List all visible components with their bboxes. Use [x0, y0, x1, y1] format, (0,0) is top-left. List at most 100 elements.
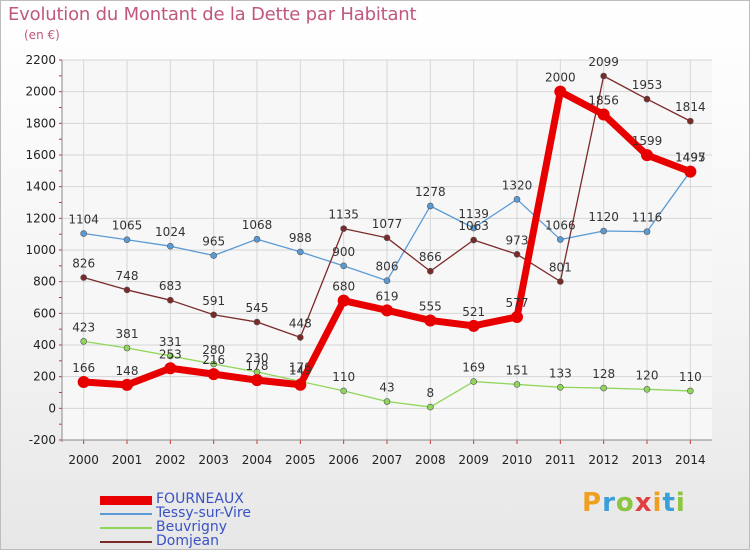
data-label: 1063 — [458, 219, 489, 233]
data-label: 120 — [636, 368, 659, 382]
data-label: 43 — [379, 381, 394, 395]
data-point — [600, 72, 607, 80]
data-label: 280 — [202, 343, 225, 357]
data-point — [340, 387, 347, 395]
data-point — [167, 352, 174, 360]
data-point — [643, 95, 651, 103]
data-label: 1116 — [632, 211, 663, 225]
data-label: 801 — [549, 261, 572, 275]
data-label: 619 — [376, 289, 399, 303]
data-label: 521 — [462, 305, 485, 319]
data-point — [167, 242, 174, 250]
proxiti-logo: Proxiti — [582, 488, 686, 518]
data-label: 2000 — [545, 71, 576, 85]
x-tick-label: 2013 — [632, 453, 663, 467]
data-label: 128 — [592, 367, 615, 381]
y-tick-label: 0 — [48, 401, 56, 415]
data-label: 806 — [376, 260, 399, 274]
x-tick-label: 2008 — [415, 453, 446, 467]
y-tick-label: 1000 — [25, 243, 56, 257]
y-tick-label: 1200 — [25, 211, 56, 225]
data-label: 1068 — [242, 218, 273, 232]
data-label: 545 — [246, 301, 269, 315]
data-point — [210, 252, 217, 259]
legend-item: FOURNEAUX — [100, 491, 380, 507]
data-label: 1278 — [415, 185, 446, 199]
data-point — [383, 234, 391, 242]
data-point — [641, 149, 653, 162]
data-label: 381 — [116, 327, 139, 341]
x-tick-label: 2007 — [372, 453, 403, 467]
data-point — [513, 381, 521, 388]
data-label: 1495 — [675, 151, 706, 165]
y-tick-label: 2000 — [25, 85, 56, 99]
data-point — [687, 387, 694, 395]
data-point — [557, 236, 564, 243]
y-tick-label: 2200 — [25, 53, 56, 67]
data-label: 1856 — [588, 93, 619, 107]
data-label: 166 — [72, 361, 95, 375]
data-point — [470, 224, 477, 232]
data-point — [121, 378, 133, 391]
data-point — [167, 296, 174, 304]
data-point — [513, 250, 521, 258]
data-point — [684, 165, 697, 178]
data-point — [294, 378, 307, 391]
x-tick-label: 2003 — [198, 453, 229, 467]
data-label: 1135 — [328, 208, 359, 222]
data-label: 555 — [419, 299, 442, 313]
data-label: 1065 — [112, 219, 143, 233]
data-point — [687, 117, 694, 125]
data-point — [554, 85, 567, 98]
data-label: 230 — [246, 351, 269, 365]
data-point — [511, 310, 523, 323]
data-label: 331 — [159, 335, 182, 349]
data-label: 826 — [72, 257, 95, 271]
data-point — [123, 286, 131, 294]
data-point — [297, 248, 304, 256]
data-point — [470, 378, 477, 385]
y-tick-label: 200 — [33, 370, 56, 384]
data-point — [251, 374, 263, 387]
y-tick-label: 600 — [33, 306, 56, 320]
data-label: 133 — [549, 366, 572, 380]
data-point — [253, 318, 261, 326]
data-label: 680 — [332, 280, 355, 294]
data-label: 866 — [419, 250, 442, 264]
data-point — [597, 108, 610, 121]
data-label: 1066 — [545, 219, 576, 233]
data-label: 1814 — [675, 100, 706, 114]
legend-label: Beuvrigny — [156, 519, 228, 535]
x-tick-label: 2001 — [112, 453, 143, 467]
data-point — [210, 360, 217, 368]
data-point — [427, 202, 434, 210]
data-point — [427, 403, 434, 411]
data-label: 149 — [289, 364, 312, 378]
x-tick-label: 2002 — [155, 453, 186, 467]
chart-title: Evolution du Montant de la Dette par Hab… — [8, 4, 417, 25]
data-label: 1120 — [588, 210, 619, 224]
data-label: 900 — [332, 245, 355, 259]
data-point — [253, 235, 261, 243]
data-point — [470, 236, 477, 244]
data-label: 1139 — [458, 207, 489, 221]
y-tick-label: -200 — [29, 433, 56, 447]
data-label: 216 — [202, 353, 225, 367]
x-tick-label: 2000 — [68, 453, 99, 467]
data-label: 178 — [246, 359, 269, 373]
y-tick-label: 1800 — [25, 116, 56, 130]
legend-swatch — [100, 495, 152, 505]
data-label: 988 — [289, 231, 312, 245]
x-tick-label: 2014 — [675, 453, 706, 467]
data-label: 169 — [462, 361, 485, 375]
data-label: 1320 — [502, 178, 533, 192]
data-point — [77, 376, 90, 389]
data-point — [427, 267, 434, 275]
data-label: 423 — [72, 320, 95, 334]
legend-swatch — [100, 541, 152, 543]
data-point — [467, 319, 480, 332]
y-tick-label: 1400 — [25, 180, 56, 194]
y-tick-label: 1600 — [25, 148, 56, 162]
data-label: 683 — [159, 279, 182, 293]
data-label: 1497 — [675, 150, 706, 164]
